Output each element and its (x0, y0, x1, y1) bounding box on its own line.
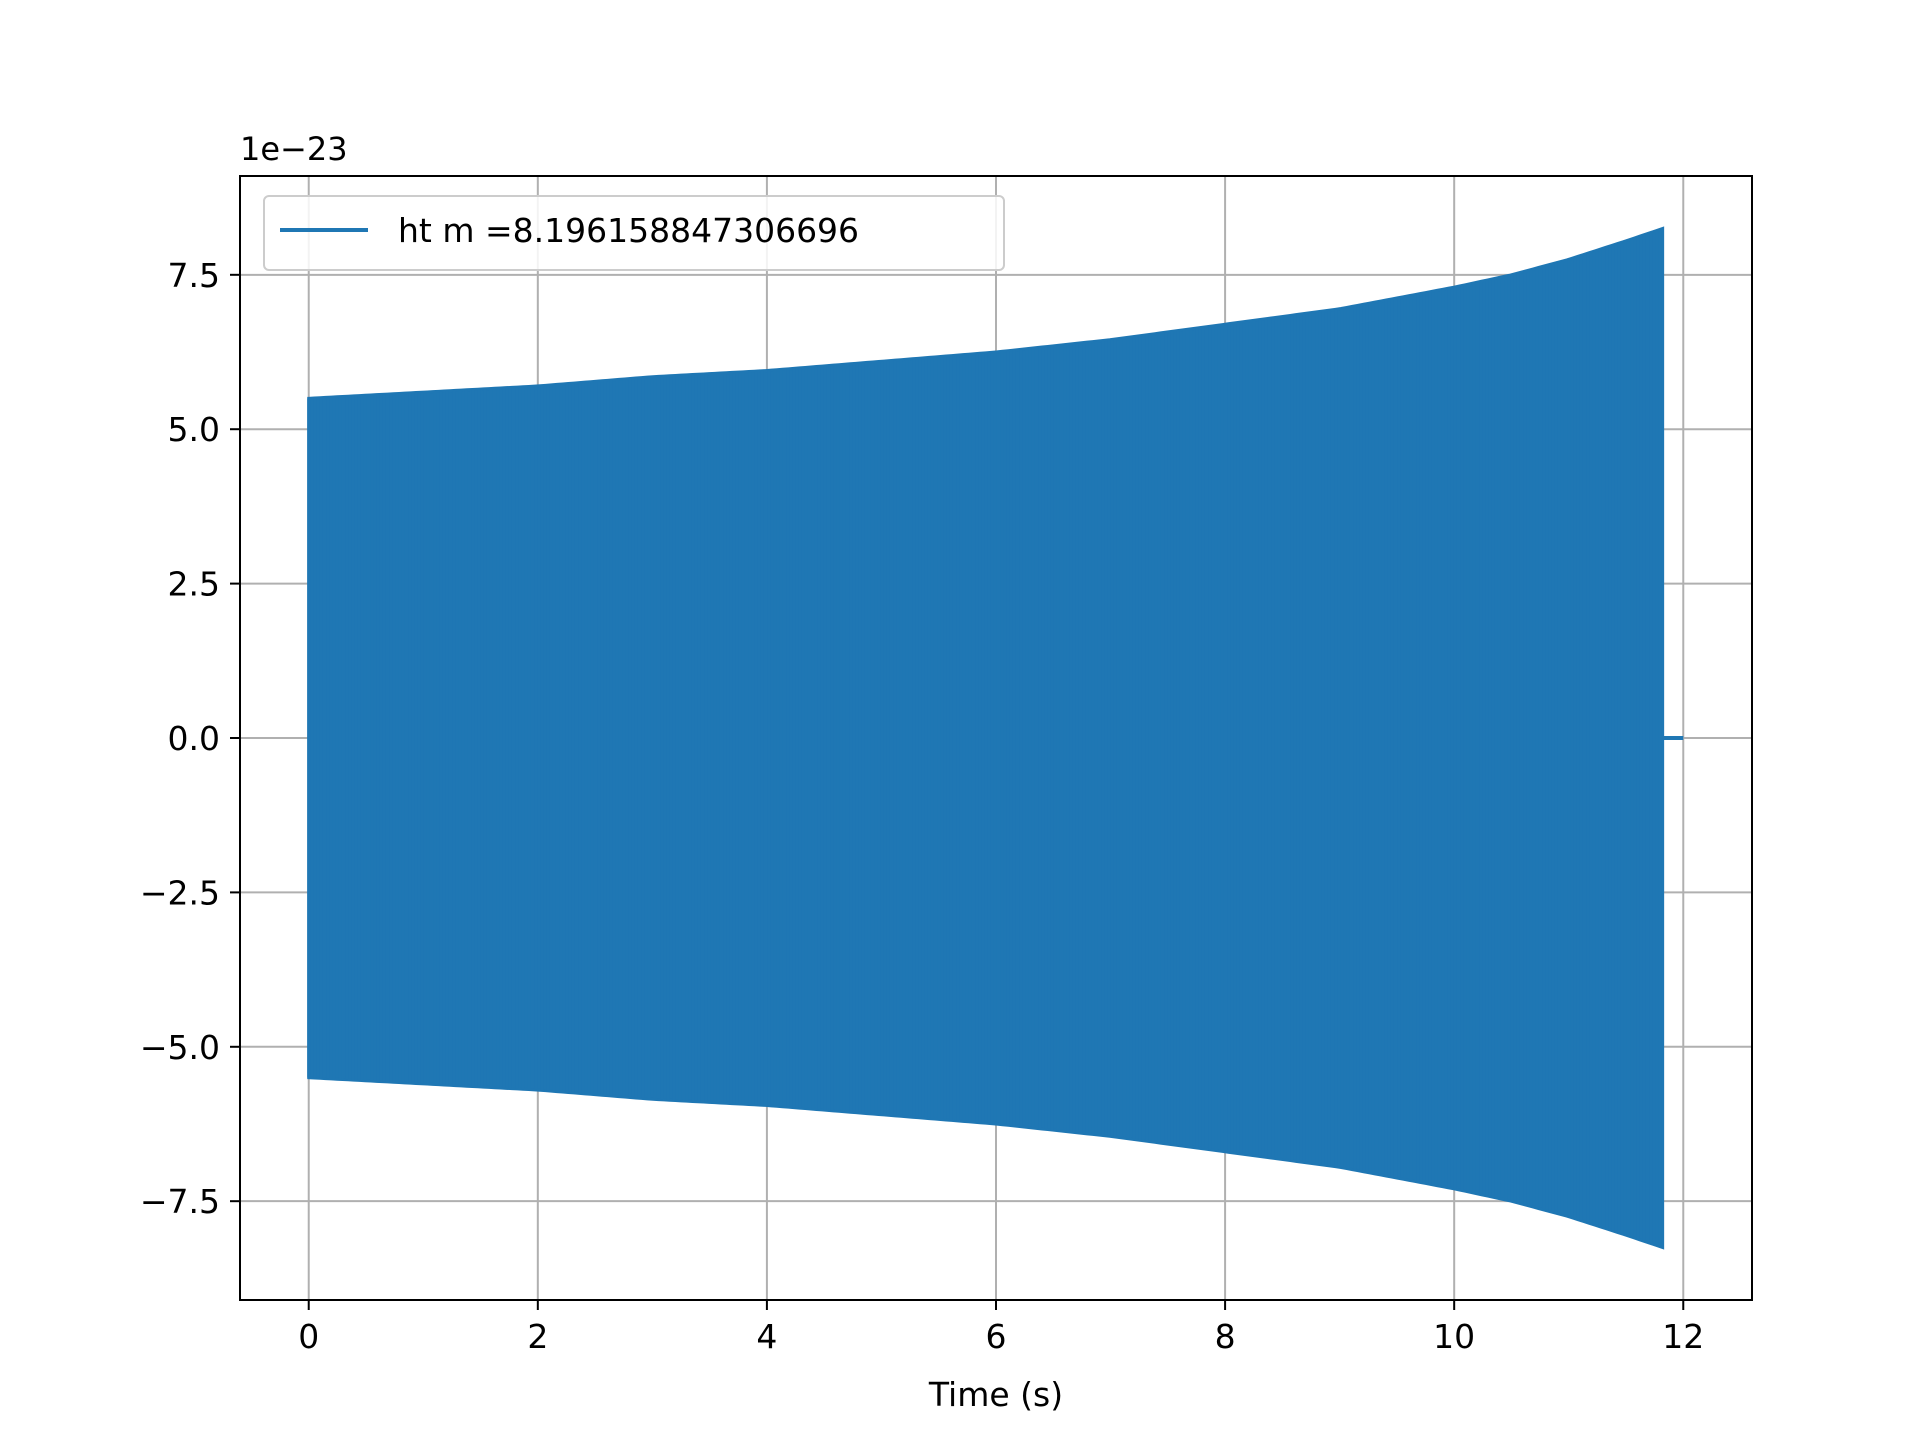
legend: ht m =8.196158847306696 (263, 195, 1005, 271)
x-tick-label: 2 (527, 1317, 548, 1356)
y-axis-ticks: −7.5 −5.0 −2.5 0.0 2.5 5.0 7.5 (140, 256, 240, 1221)
x-tick-label: 8 (1215, 1317, 1236, 1356)
legend-label: ht m =8.196158847306696 (398, 211, 859, 250)
y-tick-label: −7.5 (140, 1182, 220, 1221)
x-axis-ticks: 0 2 4 6 8 10 12 (298, 1300, 1704, 1356)
x-tick-label: 12 (1662, 1317, 1704, 1356)
y-offset-text: 1e−23 (240, 130, 348, 168)
x-axis-label: Time (s) (928, 1375, 1063, 1414)
x-tick-label: 10 (1433, 1317, 1475, 1356)
x-tick-label: 4 (756, 1317, 777, 1356)
y-tick-label: −2.5 (140, 873, 220, 912)
series-oscillation-lines (307, 230, 1659, 1246)
plot-area (307, 226, 1684, 1250)
y-tick-label: 0.0 (168, 719, 220, 758)
legend-box (263, 195, 1005, 271)
y-tick-label: 5.0 (168, 410, 220, 449)
x-tick-label: 0 (298, 1317, 319, 1356)
x-tick-label: 6 (986, 1317, 1007, 1356)
y-tick-label: 2.5 (168, 565, 220, 604)
y-tick-label: 7.5 (168, 256, 220, 295)
y-tick-label: −5.0 (140, 1028, 220, 1067)
